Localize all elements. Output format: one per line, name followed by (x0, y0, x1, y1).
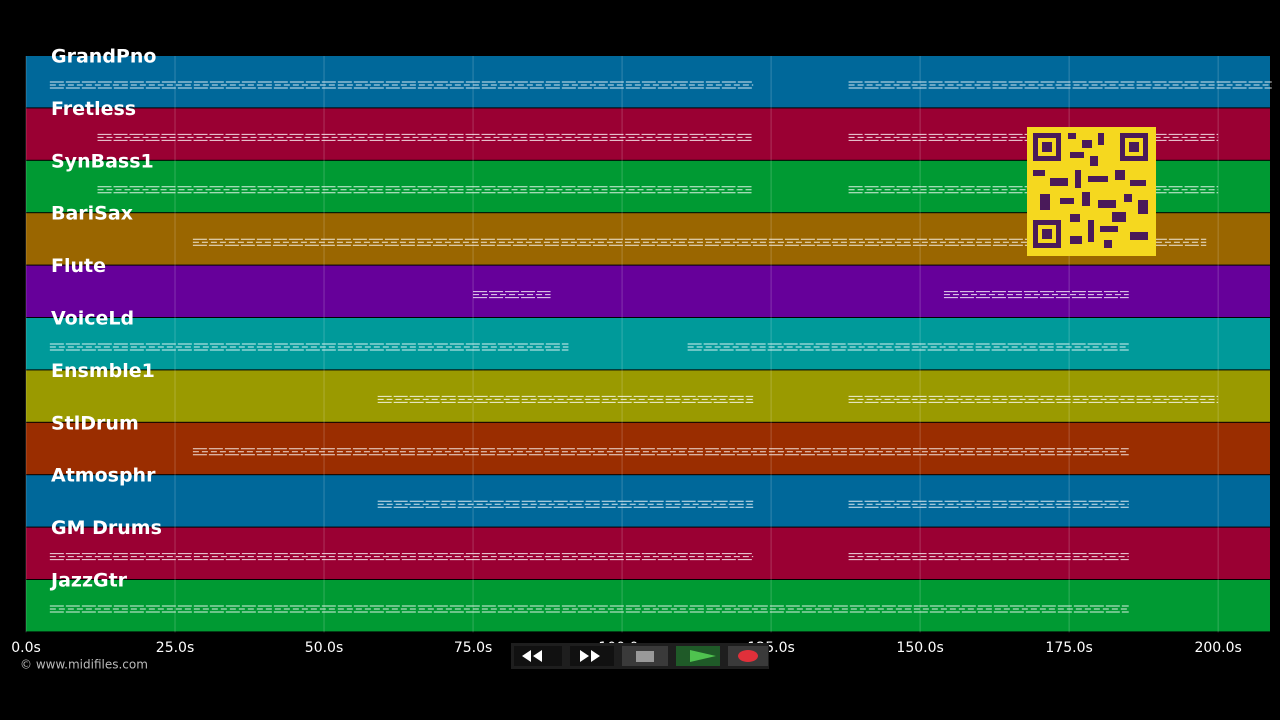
track-area: GrandPno Fretless SynBass1 BariSax Flute Voic… (25, 46, 1272, 633)
transport-controls (511, 643, 769, 669)
fast-forward-button[interactable] (570, 646, 614, 666)
note-span (377, 395, 754, 403)
track-name: Atmosphr (51, 465, 156, 487)
track-name: GrandPno (51, 46, 156, 68)
note-span (848, 395, 1219, 403)
note-span (49, 343, 569, 351)
track-name: Ensmble1 (51, 360, 155, 382)
x-tick-label: 75.0s (454, 640, 492, 656)
note-span (49, 605, 1129, 613)
rewind-button[interactable] (514, 646, 562, 666)
stop-button[interactable] (622, 646, 668, 666)
x-tick-label: 50.0s (305, 640, 343, 656)
note-span (473, 291, 551, 299)
record-button[interactable] (728, 646, 768, 666)
note-span (97, 186, 754, 194)
note-span (943, 291, 1129, 299)
track-name: GM Drums (51, 517, 162, 539)
note-span (192, 448, 1129, 456)
note-span (97, 133, 754, 141)
credit: © www.midifiles.com (20, 658, 148, 672)
note-span (687, 343, 1129, 351)
play-button[interactable] (676, 646, 720, 666)
x-tick-label: 25.0s (156, 640, 194, 656)
x-tick-label: 175.0s (1045, 640, 1092, 656)
note-span (49, 81, 754, 89)
note-span (848, 81, 1272, 89)
track-name: SynBass1 (51, 150, 154, 172)
track-name: BariSax (51, 203, 133, 225)
track-name: Flute (51, 255, 106, 277)
track-name: JazzGtr (49, 570, 128, 592)
track-name: VoiceLd (51, 308, 134, 330)
note-span (377, 500, 754, 508)
note-span (848, 553, 1129, 561)
note-span (848, 500, 1129, 508)
track-name: StlDrum (51, 412, 139, 434)
x-tick-label: 0.0s (11, 640, 41, 656)
track-name: Fretless (51, 98, 136, 120)
qr-code (1027, 127, 1156, 256)
x-tick-label: 150.0s (896, 640, 943, 656)
x-tick-label: 200.0s (1194, 640, 1241, 656)
note-span (49, 553, 754, 561)
